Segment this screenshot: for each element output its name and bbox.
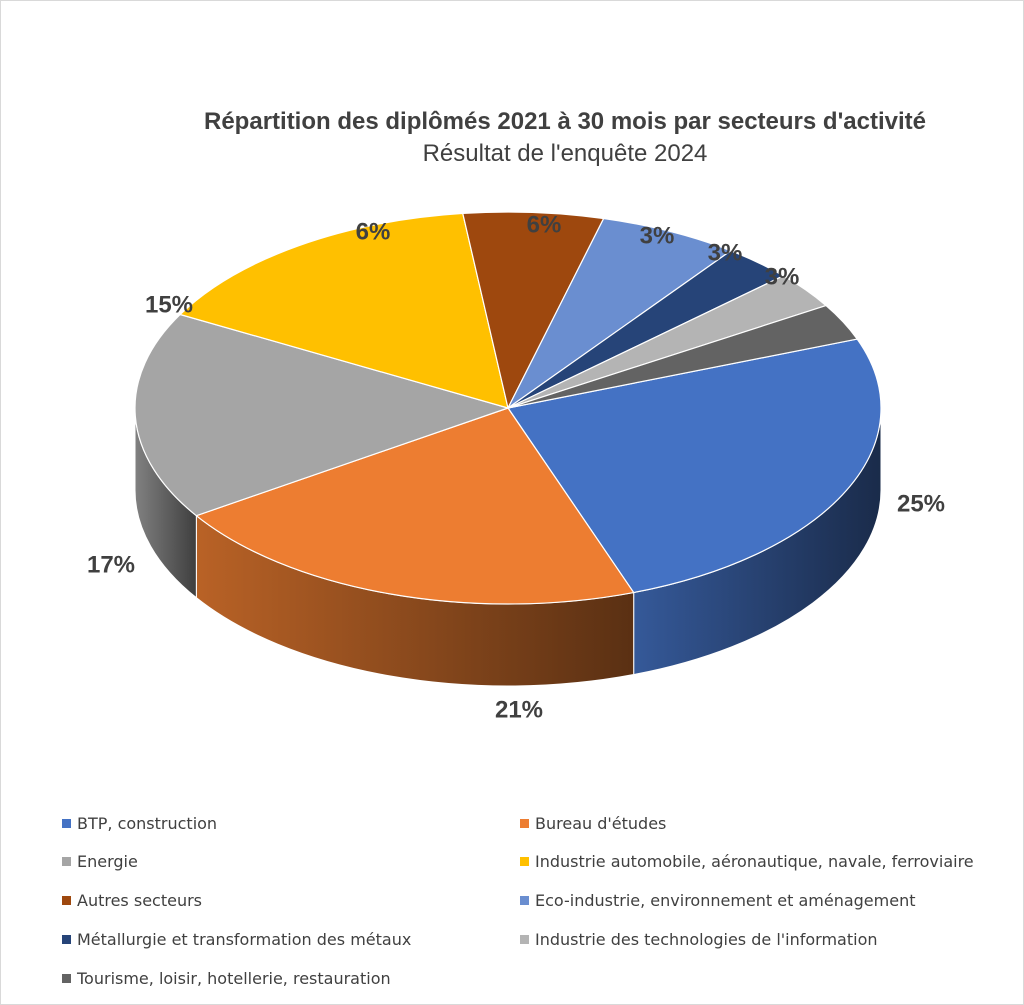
legend-label: Industrie automobile, aéronautique, nava… — [535, 852, 974, 871]
legend-swatch — [520, 857, 529, 866]
legend-item: Eco-industrie, environnement et aménagem… — [520, 891, 916, 910]
data-label-2: 21% — [495, 696, 543, 723]
legend-item: Bureau d'études — [520, 814, 666, 833]
data-label-8: 3% — [708, 239, 743, 266]
pie-slice-3 — [134, 313, 509, 517]
legend-label: BTP, construction — [77, 814, 218, 833]
legend-label: Energie — [77, 852, 138, 871]
data-label-3: 17% — [87, 551, 135, 578]
data-label-9: 3% — [765, 263, 800, 290]
legend-swatch — [520, 935, 529, 944]
legend-item: Industrie des technologies de l'informat… — [520, 930, 878, 949]
legend-item: Energie — [62, 852, 138, 871]
pie-slice-5 — [462, 211, 605, 409]
pie-slice-6 — [507, 217, 732, 409]
data-label-5: 6% — [356, 218, 391, 245]
pie-slice-2 — [195, 407, 635, 605]
legend-item: Métallurgie et transformation des métaux — [62, 930, 411, 949]
legend-label: Eco-industrie, environnement et aménagem… — [535, 891, 916, 910]
data-label-4: 15% — [145, 291, 193, 318]
legend-item: Industrie automobile, aéronautique, nava… — [520, 852, 974, 871]
legend-swatch — [62, 857, 71, 866]
legend-swatch — [62, 896, 71, 905]
legend-swatch — [62, 819, 71, 828]
pie-slice-1 — [507, 338, 882, 594]
chart-title: Répartition des diplômés 2021 à 30 mois … — [204, 108, 926, 135]
legend-swatch — [520, 819, 529, 828]
legend-item: BTP, construction — [62, 814, 217, 833]
pie-slice-9 — [507, 304, 858, 409]
legend-item: Tourisme, loisir, hotellerie, restaurati… — [62, 969, 391, 988]
legend-label: Tourisme, loisir, hotellerie, restaurati… — [77, 969, 391, 988]
legend-item: Autres secteurs — [62, 891, 202, 910]
legend-swatch — [62, 974, 71, 983]
data-label-6: 6% — [527, 211, 562, 238]
data-label-7: 3% — [640, 222, 675, 249]
legend-swatch — [520, 896, 529, 905]
legend-label: Autres secteurs — [77, 891, 202, 910]
legend-label: Métallurgie et transformation des métaux — [77, 930, 412, 949]
data-label-1: 25% — [897, 490, 945, 517]
legend-swatch — [62, 935, 71, 944]
legend-label: Bureau d'études — [535, 814, 667, 833]
chart-subtitle: Résultat de l'enquête 2024 — [422, 140, 708, 167]
pie-slice-4 — [179, 212, 509, 409]
legend-label: Industrie des technologies de l'informat… — [535, 930, 878, 949]
